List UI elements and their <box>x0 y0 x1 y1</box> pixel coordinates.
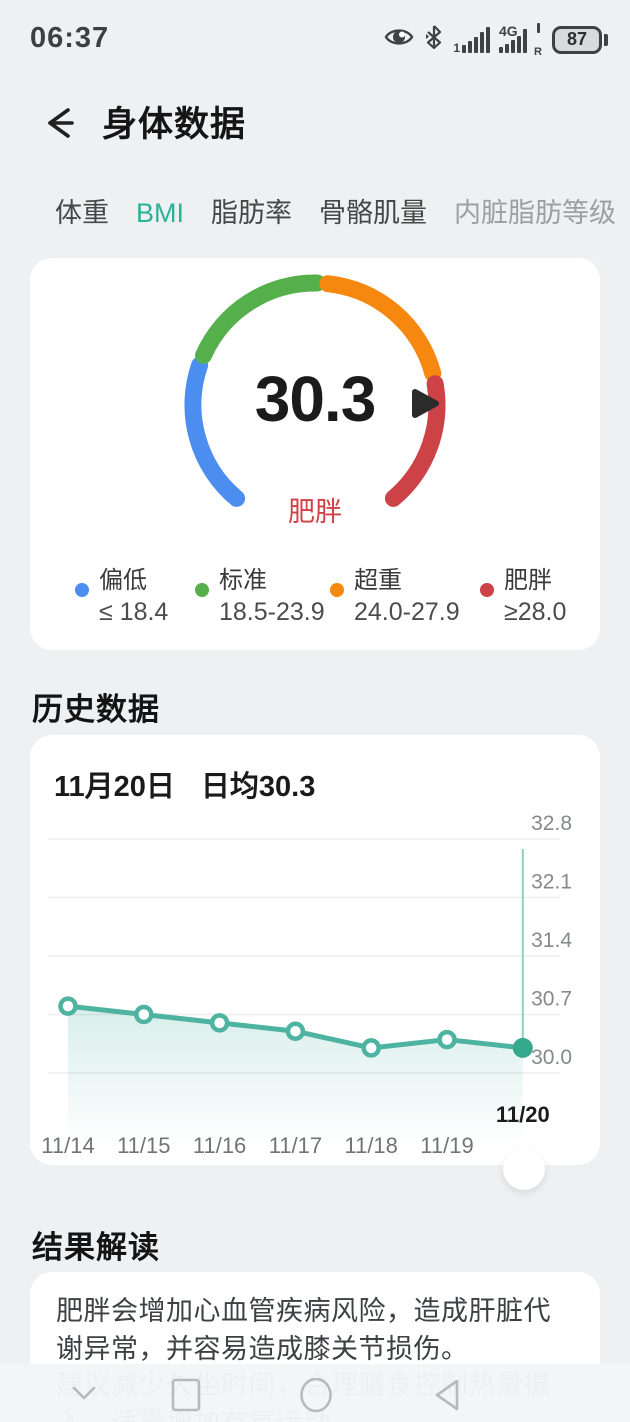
back-triangle-icon[interactable] <box>429 1378 465 1417</box>
x-label[interactable]: 11/16 <box>193 1133 246 1158</box>
chart-date-label: 11月20日 <box>54 771 175 803</box>
status-bar: 06:37 1 4G <box>0 0 630 70</box>
tab-weight[interactable]: 体重 <box>55 198 109 228</box>
page-title: 身体数据 <box>102 105 247 144</box>
legend-dot-overweight <box>330 583 344 597</box>
gauge-pointer-outline <box>412 389 439 418</box>
legend-range: ≤ 18.4 <box>99 598 169 626</box>
status-icons: 1 4G R 87 <box>383 22 608 58</box>
system-nav-bar <box>0 1364 630 1422</box>
legend-item-overweight: 超重 24.0-27.9 <box>330 566 460 628</box>
bmi-legend: 偏低 ≤ 18.4 标准 18.5-23.9 超重 24.0-27.9 肥胖 ≥… <box>30 566 600 636</box>
result-paragraph: 肥胖会增加心血管疾病风险，造成肝脏代谢异常，并容易造成膝关节损伤。 <box>56 1296 551 1364</box>
tab-bar: 体重 BMI 脂肪率 骨骼肌量 内脏脂肪等级 <box>0 196 630 244</box>
tab-fat-rate[interactable]: 脂肪率 <box>211 198 293 228</box>
network-type-label: 4G <box>499 22 518 39</box>
x-label[interactable]: 11/19 <box>420 1133 473 1158</box>
history-chart-card: 11月20日 日均30.3 30.0 30.7 31.4 32.1 32.8 11/14 11… <box>30 735 600 1190</box>
legend-item-obese: 肥胖 ≥28.0 <box>480 566 566 628</box>
legend-range: 18.5-23.9 <box>219 598 325 626</box>
bmi-status-label: 肥胖 <box>288 497 342 527</box>
legend-label: 标准 <box>219 567 267 594</box>
y-tick-label: 31.4 <box>531 929 572 952</box>
legend-dot-obese <box>480 583 494 597</box>
signal-sim1-icon: 1 <box>453 26 490 55</box>
tab-visceral-fat[interactable]: 内脏脂肪等级 <box>454 198 617 228</box>
bmi-value: 30.3 <box>254 363 377 435</box>
eye-comfort-icon <box>383 25 415 54</box>
data-point[interactable] <box>361 1038 381 1058</box>
gauge-segment-low <box>184 356 246 507</box>
data-point[interactable] <box>437 1029 457 1050</box>
data-point[interactable] <box>285 1021 306 1041</box>
x-label[interactable]: 11/14 <box>41 1133 94 1158</box>
x-label[interactable]: 11/18 <box>344 1133 397 1158</box>
selected-x-label[interactable]: 11/20 <box>496 1102 550 1127</box>
chart-title: 11月20日 日均30.3 <box>54 763 315 805</box>
clock: 06:37 <box>30 22 110 54</box>
result-section-title: 结果解读 <box>32 1230 160 1265</box>
history-section-title: 历史数据 <box>32 692 160 727</box>
tab-bmi[interactable]: BMI <box>136 196 184 244</box>
x-label[interactable]: 11/17 <box>269 1133 322 1158</box>
y-tick-label: 30.0 <box>531 1046 572 1069</box>
legend-label: 超重 <box>354 567 402 594</box>
header: 身体数据 <box>0 92 630 152</box>
gauge-segment-obese <box>384 375 446 507</box>
bmi-gauge <box>184 274 446 507</box>
y-tick-label: 30.7 <box>531 988 572 1011</box>
legend-range: 24.0-27.9 <box>354 598 460 626</box>
legend-label: 偏低 <box>99 567 147 594</box>
y-tick-label: 32.8 <box>531 812 572 835</box>
recents-square-icon[interactable] <box>168 1378 204 1417</box>
signal-4g-icon: 4G R <box>499 22 543 58</box>
legend-item-low: 偏低 ≤ 18.4 <box>75 566 168 628</box>
chart-average-label: 日均30.3 <box>200 771 316 803</box>
tab-skeletal-muscle[interactable]: 骨骼肌量 <box>319 198 428 228</box>
battery-percent: 87 <box>566 29 588 49</box>
legend-dot-low <box>75 583 89 597</box>
legend-range: ≥28.0 <box>504 598 567 626</box>
area-fill <box>68 1006 523 1145</box>
gauge-segment-normal <box>195 274 326 364</box>
x-label[interactable]: 11/15 <box>117 1133 170 1158</box>
bmi-gauge-card: 30.3 肥胖 偏低 ≤ 18.4 标准 18.5-23.9 超重 24.0-2… <box>30 258 600 650</box>
chart-selected-handle[interactable] <box>503 1148 545 1190</box>
battery-icon: 87 <box>552 25 608 54</box>
gauge-segment-overweight <box>319 275 442 382</box>
legend-dot-normal <box>195 583 209 597</box>
bluetooth-icon <box>424 24 444 55</box>
sim1-label: 1 <box>453 40 460 55</box>
data-point[interactable] <box>58 996 78 1016</box>
legend-label: 肥胖 <box>504 567 552 594</box>
hide-navbar-chevron-icon[interactable] <box>66 1378 102 1413</box>
y-tick-label: 32.1 <box>531 871 572 894</box>
selected-data-point[interactable] <box>512 1037 533 1058</box>
history-chart-svg[interactable]: 30.0 30.7 31.4 32.1 32.8 11/14 11/15 11/16 11/17… <box>30 805 600 1165</box>
legend-item-normal: 标准 18.5-23.9 <box>195 566 325 628</box>
data-point[interactable] <box>134 1004 154 1025</box>
back-arrow-icon[interactable] <box>38 100 84 146</box>
home-circle-icon[interactable] <box>297 1377 335 1421</box>
data-point[interactable] <box>209 1013 230 1033</box>
roaming-label: R <box>534 45 542 58</box>
